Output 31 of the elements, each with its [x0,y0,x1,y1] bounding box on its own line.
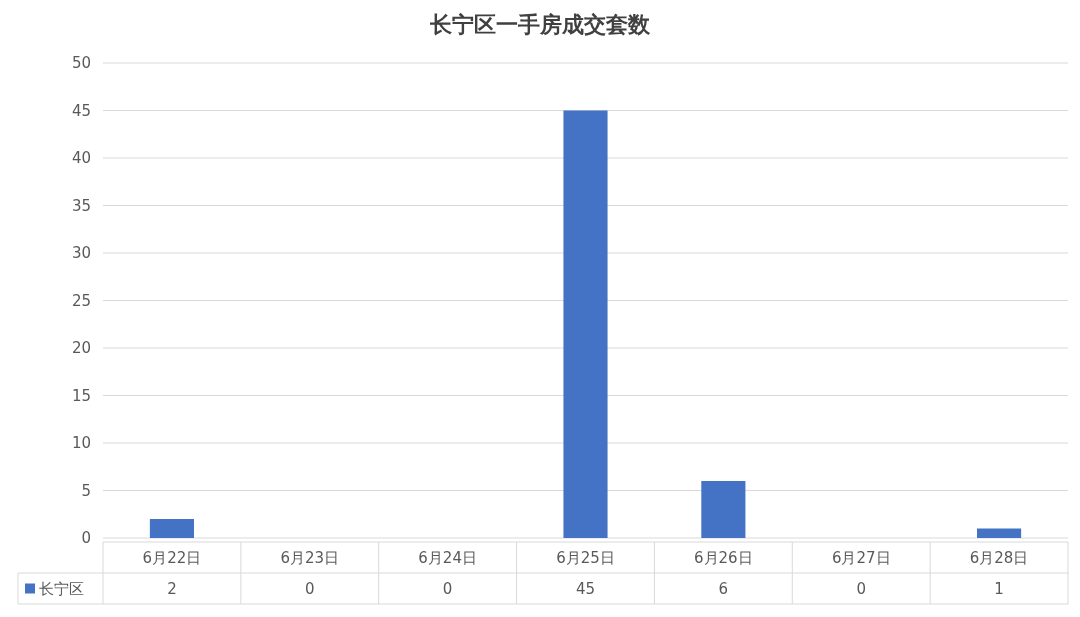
y-tick-label: 50 [71,54,91,73]
y-tick-label: 35 [71,196,91,215]
bar [563,110,608,538]
x-tick-label: 6月24日 [418,548,477,567]
y-tick-label: 5 [81,481,91,500]
y-tick-label: 10 [71,434,91,453]
x-tick-label: 6月23日 [280,548,340,567]
data-label: 6 [718,579,729,598]
data-label: 0 [856,579,866,598]
y-tick-label: 45 [71,101,91,120]
bar [977,528,1022,538]
x-tick-label: 6月25日 [556,548,615,567]
x-tick-label: 6月26日 [694,548,753,567]
y-tick-label: 25 [71,291,91,310]
y-tick-label: 30 [71,244,91,263]
x-tick-label: 6月27日 [831,548,891,567]
data-label: 1 [994,579,1004,598]
x-tick-label: 6月28日 [969,548,1029,567]
data-label: 45 [575,579,596,598]
data-label: 0 [442,579,453,598]
y-tick-label: 40 [71,149,91,168]
bar [701,481,746,538]
bar [149,519,194,538]
x-tick-label: 6月22日 [142,548,202,567]
chart-title: 长宁区一手房成交套数 [429,11,651,37]
data-label: 2 [167,579,177,598]
y-tick-label: 20 [71,339,91,358]
legend-label: 长宁区 [39,579,84,598]
y-tick-label: 0 [81,529,91,548]
y-tick-label: 15 [71,386,91,405]
data-label: 0 [305,579,315,598]
